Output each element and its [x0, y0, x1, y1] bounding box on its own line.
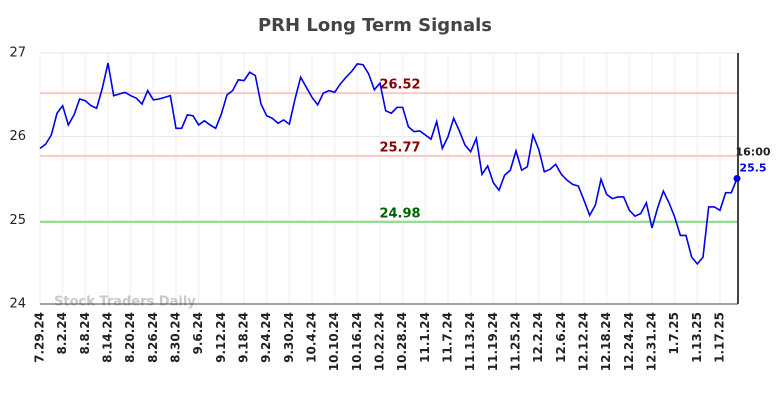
price-line: [39, 62, 738, 266]
chart-title: PRH Long Term Signals: [258, 15, 492, 36]
x-tick-label: 8.20.24: [123, 312, 137, 363]
x-tick-label: 9.24.24: [259, 312, 273, 363]
x-tick-label: 12.12.24: [577, 312, 591, 371]
x-tick-label: 1.7.25: [667, 312, 681, 355]
y-tick-label: 24: [9, 297, 26, 312]
x-tick-label: 7.29.24: [33, 312, 47, 363]
x-tick-label: 8.26.24: [146, 312, 160, 363]
x-tick-label: 12.31.24: [645, 312, 659, 371]
last-point: [733, 175, 741, 182]
y-tick-label: 25: [9, 213, 26, 228]
x-tick-label: 1.17.25: [713, 312, 727, 363]
level-label: 25.77: [379, 140, 420, 155]
x-tick-label: 9.18.24: [237, 312, 251, 363]
x-tick-label: 11.13.24: [463, 312, 477, 371]
x-tick-label: 11.25.24: [509, 312, 523, 371]
x-tick-label: 10.22.24: [373, 312, 387, 371]
watermark: Stock Traders Daily: [54, 295, 196, 310]
end-time-label: 16:00: [735, 146, 770, 159]
x-tick-label: 12.2.24: [531, 312, 545, 363]
x-tick-label: 11.7.24: [441, 312, 455, 363]
x-tick-label: 10.10.24: [327, 312, 341, 371]
x-tick-label: 12.24.24: [622, 312, 636, 371]
x-tick-label: 12.6.24: [554, 312, 568, 363]
x-tick-label: 11.1.24: [418, 312, 432, 363]
x-tick-label: 8.8.24: [78, 312, 92, 355]
last-value-label: 25.5: [739, 162, 766, 175]
y-tick-label: 27: [9, 46, 26, 61]
x-tick-label: 8.30.24: [169, 312, 183, 363]
x-tick-label: 12.18.24: [599, 312, 613, 371]
x-tick-label: 9.30.24: [282, 312, 296, 363]
x-tick-label: 1.13.25: [690, 312, 704, 363]
x-tick-label: 10.16.24: [350, 312, 364, 371]
x-tick-label: 8.14.24: [101, 312, 115, 363]
x-tick-label: 9.6.24: [191, 312, 205, 355]
x-tick-label: 10.4.24: [305, 312, 319, 363]
x-tick-label: 11.19.24: [486, 312, 500, 371]
x-tick-label: 10.28.24: [395, 312, 409, 371]
y-tick-label: 26: [9, 129, 26, 144]
x-tick-label: 9.12.24: [214, 312, 228, 363]
level-label: 24.98: [379, 207, 420, 222]
x-tick-label: 8.2.24: [55, 312, 69, 355]
level-label: 26.52: [379, 78, 420, 93]
